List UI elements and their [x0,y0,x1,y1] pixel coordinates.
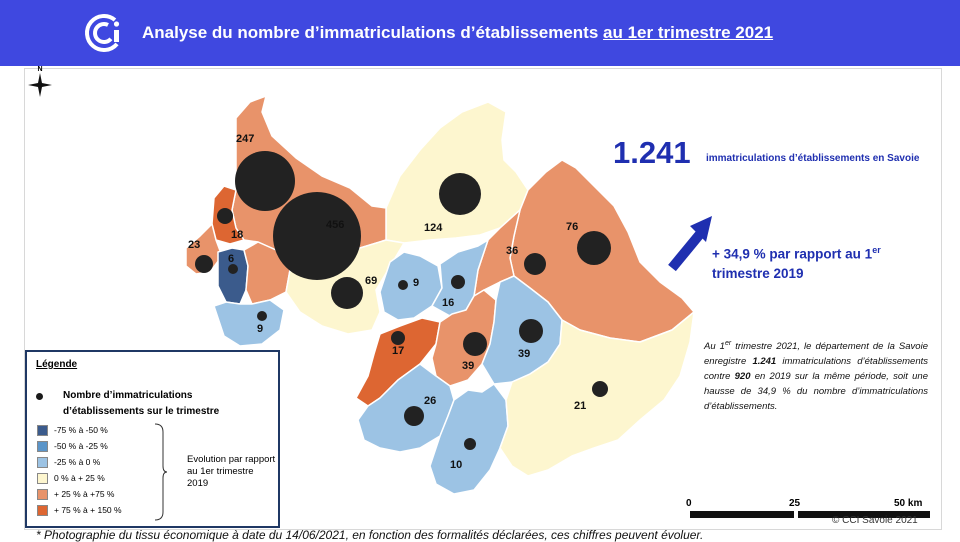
circle-456 [273,192,361,280]
circle-9 [398,280,408,290]
circle-247 [235,151,295,211]
circle-26 [404,406,424,426]
circle-36 [524,253,546,275]
circle-23 [195,255,213,273]
circle-16 [451,275,465,289]
copyright: © CCI Savoie 2021 [832,515,918,526]
value-26: 26 [424,395,436,407]
circle-10 [464,438,476,450]
legend-class-5: + 25 % à +75 % [37,486,115,502]
legend-box: Légende Nombre d’immatriculations d’étab… [25,350,280,528]
legend-class-3: -25 % à 0 % [37,454,100,470]
compass-icon [28,73,52,97]
value-16: 16 [442,297,454,309]
legend-dot-label: Nombre d’immatriculations d’établissemen… [63,390,220,417]
headline-value: 1.241 [613,135,691,170]
legend-dot-icon [36,393,43,400]
footnote: * Photographie du tissu économique à dat… [36,528,704,542]
legend-class-4: 0 % à + 25 % [37,470,105,486]
north-label: N [37,66,43,73]
value-69: 69 [365,275,377,287]
up-arrow-icon [668,216,712,272]
page-title: Analyse du nombre d’immatriculations d’é… [142,23,774,42]
circle-39b [519,319,543,343]
circle-6 [228,264,238,274]
circle-39o [463,332,487,356]
legend-class-1: -75 % à -50 % [37,422,108,438]
circle-124 [439,173,481,215]
header-bar: Analyse du nombre d’immatriculations d’é… [0,0,960,66]
circle-76 [577,231,611,265]
value-21: 21 [574,400,586,412]
value-456: 456 [326,219,344,231]
circle-9sw [257,311,267,321]
circle-69 [331,277,363,309]
value-23: 23 [188,239,200,251]
value-10: 10 [450,459,462,471]
circle-21 [592,381,608,397]
summary-note: Au 1er trimestre 2021, le département de… [704,340,929,413]
value-247: 247 [236,133,254,145]
evolution-text: + 34,9 % par rapport au 1er trimestre 20… [712,245,881,281]
region-9 [379,251,443,321]
value-39-b: 39 [518,348,530,360]
legend-title: Légende [36,359,78,370]
value-76: 76 [566,221,578,233]
region-9-sw [213,299,285,347]
value-6: 6 [228,253,234,265]
value-9-sw: 9 [257,323,263,335]
proportional-circles [195,151,611,450]
value-9: 9 [413,277,419,289]
value-17: 17 [392,345,404,357]
legend-class-2: -50 % à -25 % [37,438,108,454]
legend-evolution-label: Evolution par rapport au 1er trimestre 2… [187,454,276,489]
north-arrow: N [28,66,52,102]
legend-class-6: + 75 % à + 150 % [37,502,122,518]
value-18: 18 [231,229,243,241]
value-39-o: 39 [462,360,474,372]
legend-brace [154,423,167,521]
region-124 [385,101,529,244]
region-west [243,241,291,305]
value-124: 124 [424,222,443,234]
value-36: 36 [506,245,518,257]
circle-17 [391,331,405,345]
headline-label: immatriculations d’établissements en Sav… [706,153,920,164]
cci-logo-icon [85,14,123,52]
circle-18 [217,208,233,224]
